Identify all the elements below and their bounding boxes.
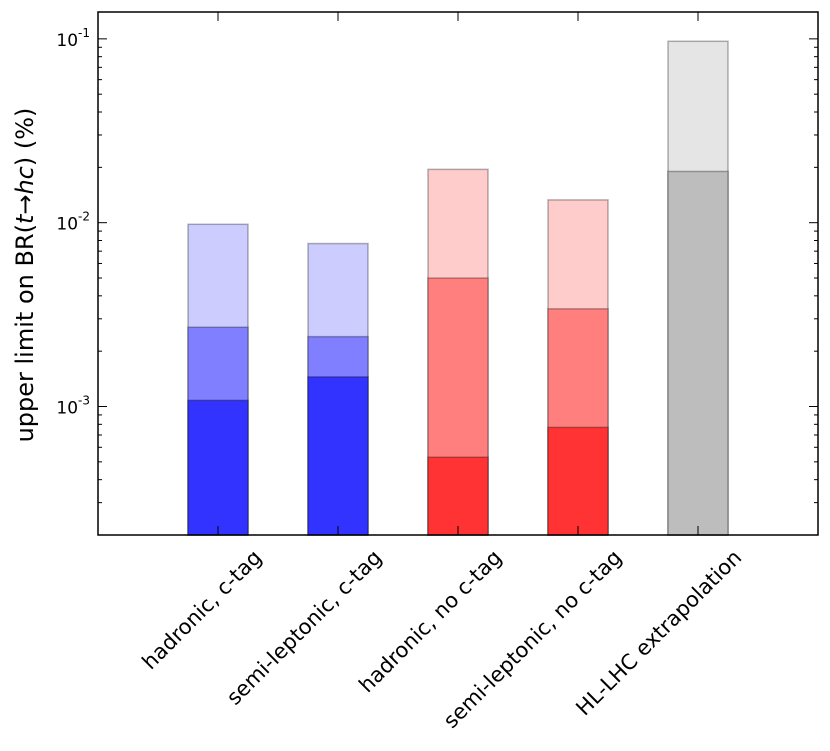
bar-hadronic-c-tag-dark xyxy=(187,399,249,536)
ticks-layer: 10-3 10-2 10-1 xyxy=(56,12,818,536)
bar-hl-lhc-extrapolation-medium xyxy=(667,170,729,536)
x-tick-label-hadronic-c-tag: hadronic, c-tag xyxy=(137,545,266,674)
y-tick-label: 10-1 xyxy=(56,26,90,51)
bar-semi-leptonic-no-c-tag-dark xyxy=(547,426,609,536)
y-axis-label: upper limit on BR(t→hc) (%) xyxy=(11,108,39,443)
bars-layer xyxy=(187,40,729,536)
bar-semi-leptonic-c-tag-dark xyxy=(307,376,369,536)
y-tick-label: 10-3 xyxy=(56,394,90,419)
y-tick-label: 10-2 xyxy=(56,210,90,235)
plot-frame xyxy=(97,11,819,536)
bar-hadronic-no-c-tag-dark xyxy=(427,456,489,536)
